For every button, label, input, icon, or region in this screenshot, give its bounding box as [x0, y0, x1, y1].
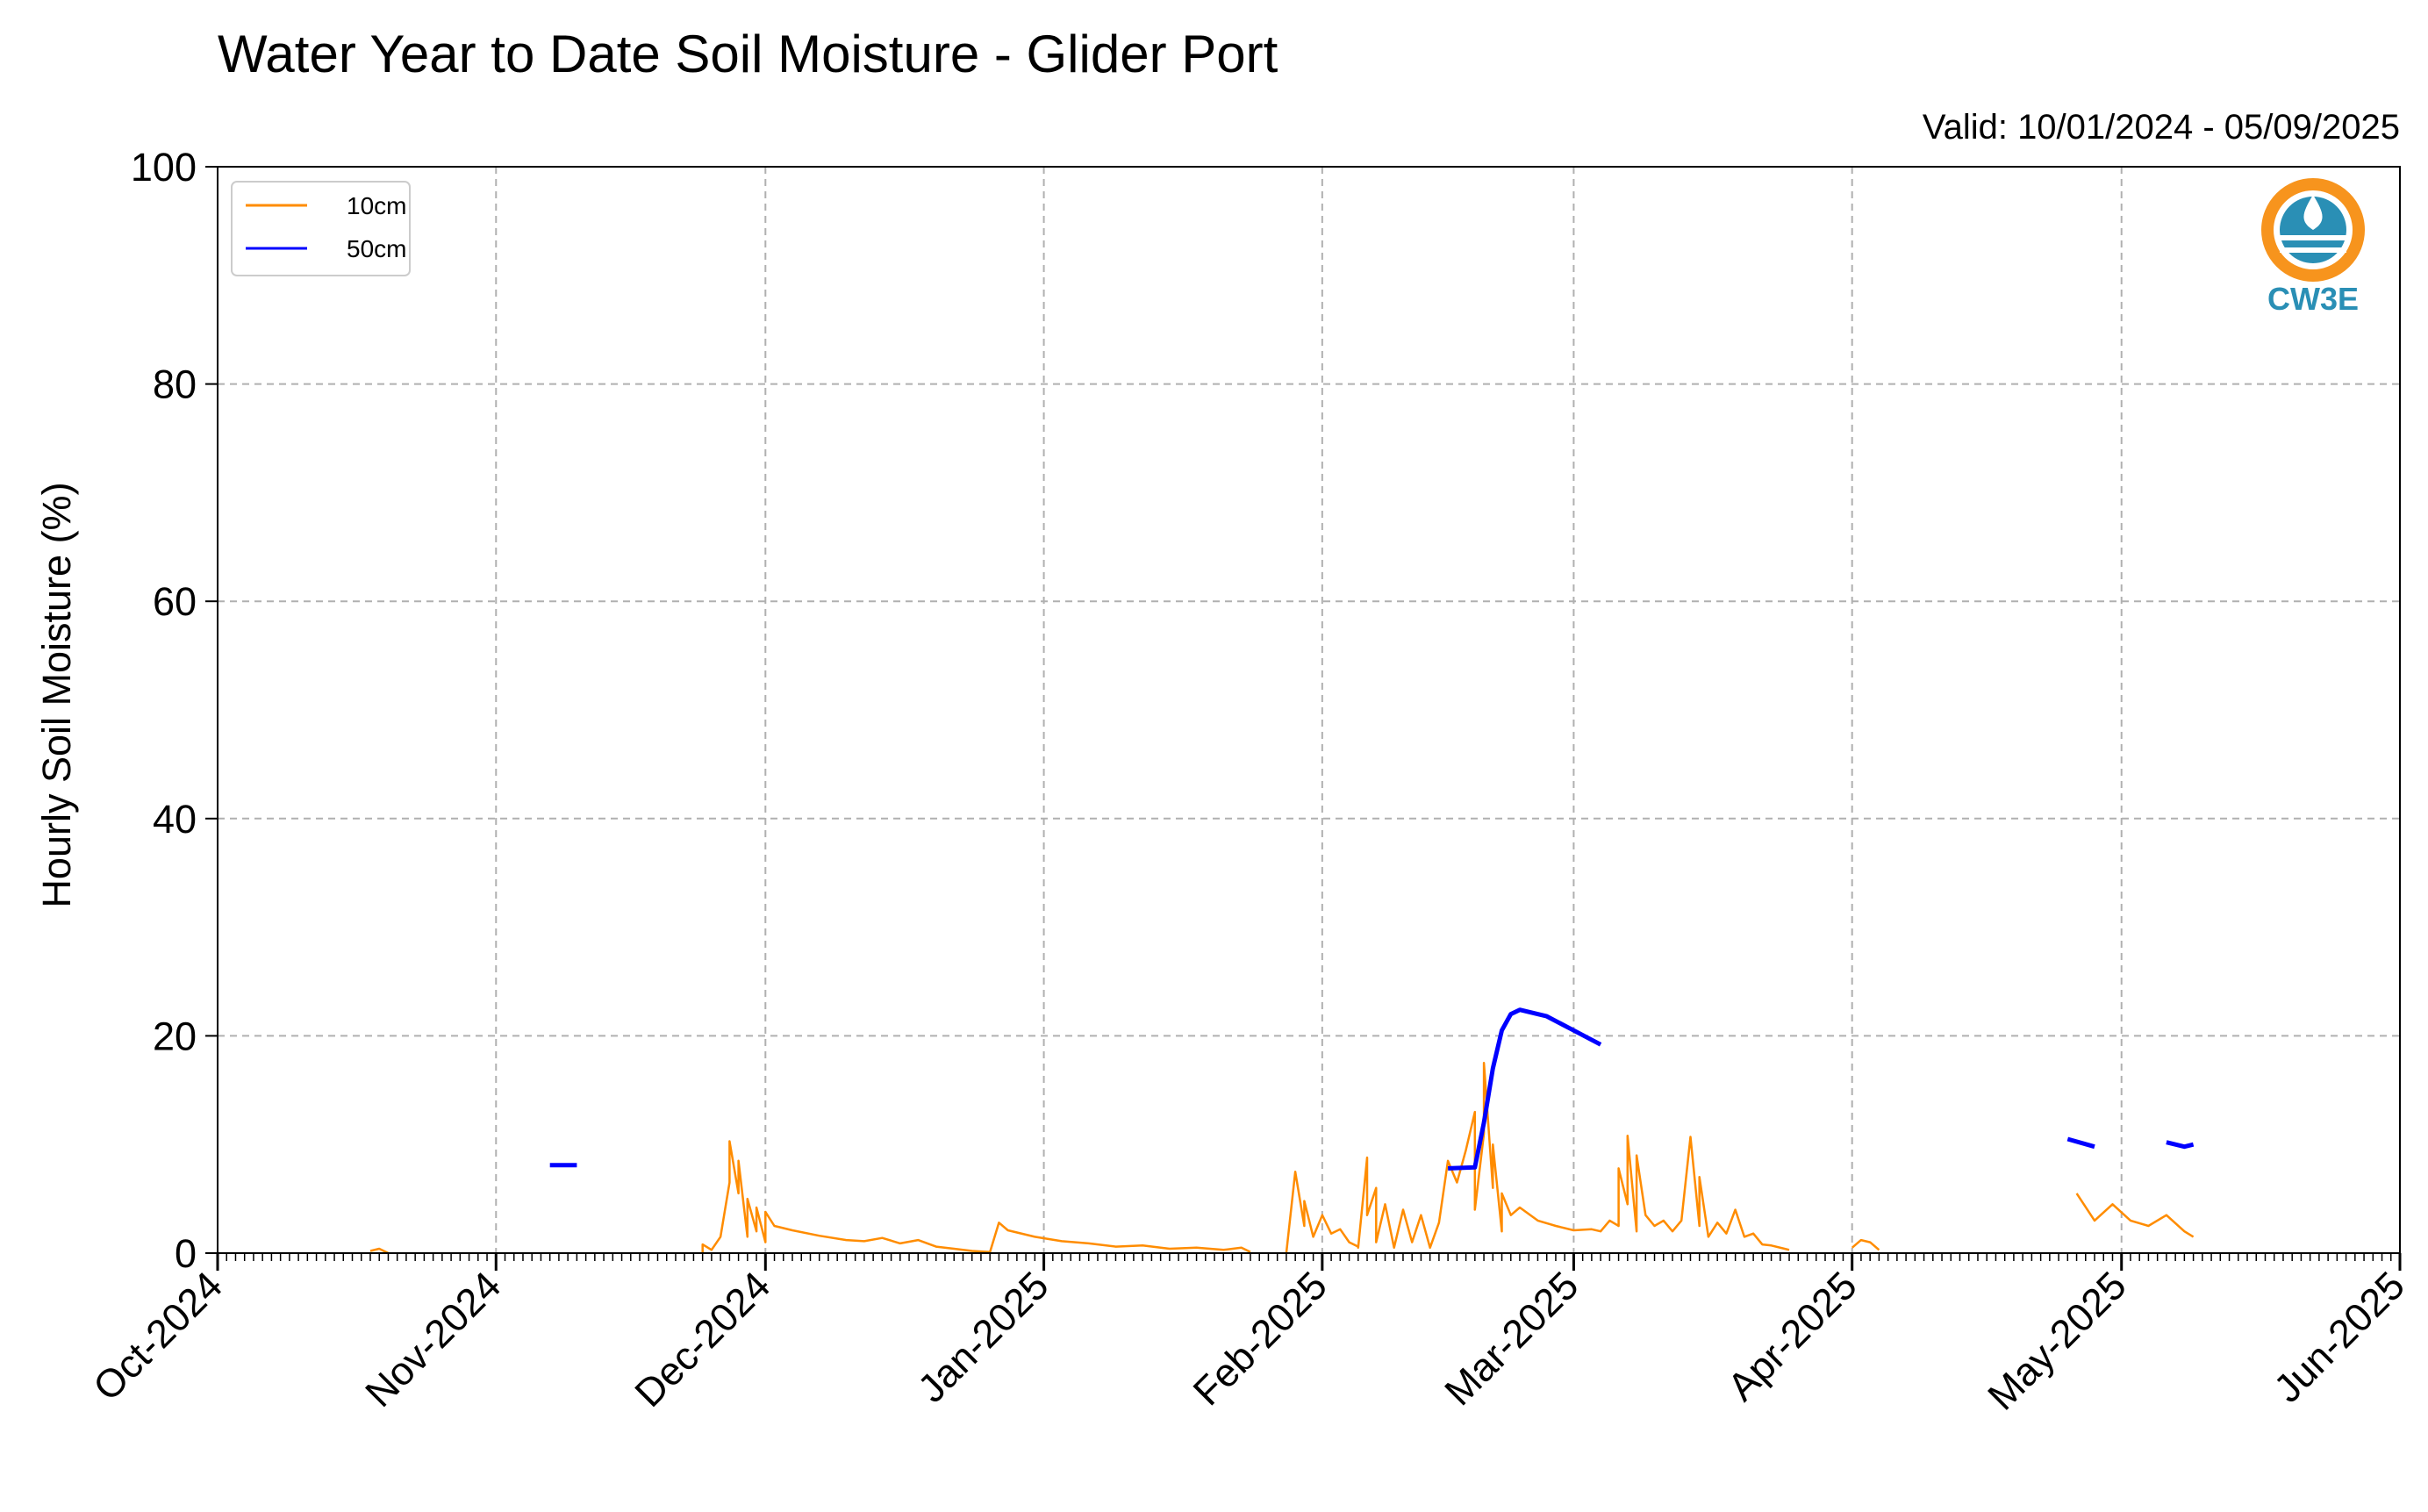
- legend-label-10cm: 10cm: [347, 192, 406, 219]
- y-axis-label: Hourly Soil Moisture (%): [34, 482, 79, 907]
- x-tick-label: Feb-2025: [1185, 1263, 1336, 1414]
- y-tick-label: 40: [153, 797, 197, 842]
- y-tick-label: 100: [131, 145, 197, 190]
- x-minor-ticks: [217, 1253, 2401, 1261]
- legend: 10cm 50cm: [231, 181, 411, 276]
- series-line-50cm: [549, 1007, 2195, 1171]
- cw3e-logo: CW3E: [2261, 178, 2365, 317]
- logo-text: CW3E: [2267, 281, 2359, 317]
- x-axis: Oct-2024 Nov-2024 Dec-2024 Jan-2025 Feb-2025…: [84, 1253, 2413, 1419]
- chart-title: Water Year to Date Soil Moisture - Glide…: [218, 25, 1278, 83]
- logo-ring: [2261, 178, 2365, 282]
- y-axis: 0 20 40 60 80 100: [131, 145, 218, 1276]
- legend-label-50cm: 50cm: [347, 235, 406, 262]
- x-tick-label: Jun-2025: [2265, 1263, 2413, 1411]
- y-tick-label: 20: [153, 1014, 197, 1058]
- x-tick-label: Mar-2025: [1436, 1263, 1586, 1414]
- x-tick-label: Oct-2024: [84, 1263, 231, 1409]
- x-tick-label: May-2025: [1979, 1263, 2135, 1419]
- chart-subtitle: Valid: 10/01/2024 - 05/09/2025: [1923, 108, 2400, 147]
- plot-frame: [217, 166, 2401, 1254]
- y-tick-label: 80: [153, 362, 197, 407]
- x-tick-label: Nov-2024: [356, 1263, 509, 1415]
- x-tick-label: Jan-2025: [909, 1263, 1057, 1411]
- grid-lines: [218, 167, 2400, 1253]
- x-tick-label: Dec-2024: [626, 1263, 778, 1415]
- series-layer: [369, 1007, 2195, 1255]
- series-line-10cm: [369, 1062, 2195, 1255]
- water-drop-icon: [2303, 195, 2323, 230]
- y-tick-label: 0: [175, 1231, 197, 1276]
- x-tick-label: Apr-2025: [1719, 1263, 1866, 1409]
- y-tick-label: 60: [153, 579, 197, 624]
